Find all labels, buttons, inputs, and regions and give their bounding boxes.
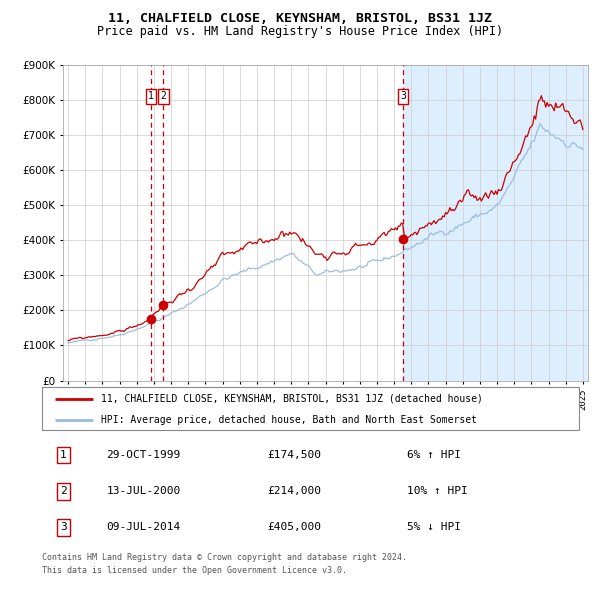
Text: 2: 2 <box>60 486 67 496</box>
Text: 13-JUL-2000: 13-JUL-2000 <box>106 486 181 496</box>
Bar <box>403 65 592 381</box>
Text: Price paid vs. HM Land Registry's House Price Index (HPI): Price paid vs. HM Land Registry's House … <box>97 25 503 38</box>
Text: 09-JUL-2014: 09-JUL-2014 <box>106 522 181 532</box>
Text: 10% ↑ HPI: 10% ↑ HPI <box>407 486 468 496</box>
Text: 29-OCT-1999: 29-OCT-1999 <box>106 450 181 460</box>
Text: 1: 1 <box>148 91 154 101</box>
Text: This data is licensed under the Open Government Licence v3.0.: This data is licensed under the Open Gov… <box>42 566 347 575</box>
Text: 1: 1 <box>60 450 67 460</box>
Text: 2: 2 <box>160 91 166 101</box>
Text: HPI: Average price, detached house, Bath and North East Somerset: HPI: Average price, detached house, Bath… <box>101 415 477 425</box>
Text: 5% ↓ HPI: 5% ↓ HPI <box>407 522 461 532</box>
Text: 11, CHALFIELD CLOSE, KEYNSHAM, BRISTOL, BS31 1JZ: 11, CHALFIELD CLOSE, KEYNSHAM, BRISTOL, … <box>108 12 492 25</box>
Text: 6% ↑ HPI: 6% ↑ HPI <box>407 450 461 460</box>
Text: 3: 3 <box>400 91 406 101</box>
Text: £214,000: £214,000 <box>268 486 322 496</box>
Text: 11, CHALFIELD CLOSE, KEYNSHAM, BRISTOL, BS31 1JZ (detached house): 11, CHALFIELD CLOSE, KEYNSHAM, BRISTOL, … <box>101 394 483 404</box>
Text: £405,000: £405,000 <box>268 522 322 532</box>
Text: £174,500: £174,500 <box>268 450 322 460</box>
FancyBboxPatch shape <box>42 387 579 430</box>
Text: 3: 3 <box>60 522 67 532</box>
Text: Contains HM Land Registry data © Crown copyright and database right 2024.: Contains HM Land Registry data © Crown c… <box>42 553 407 562</box>
